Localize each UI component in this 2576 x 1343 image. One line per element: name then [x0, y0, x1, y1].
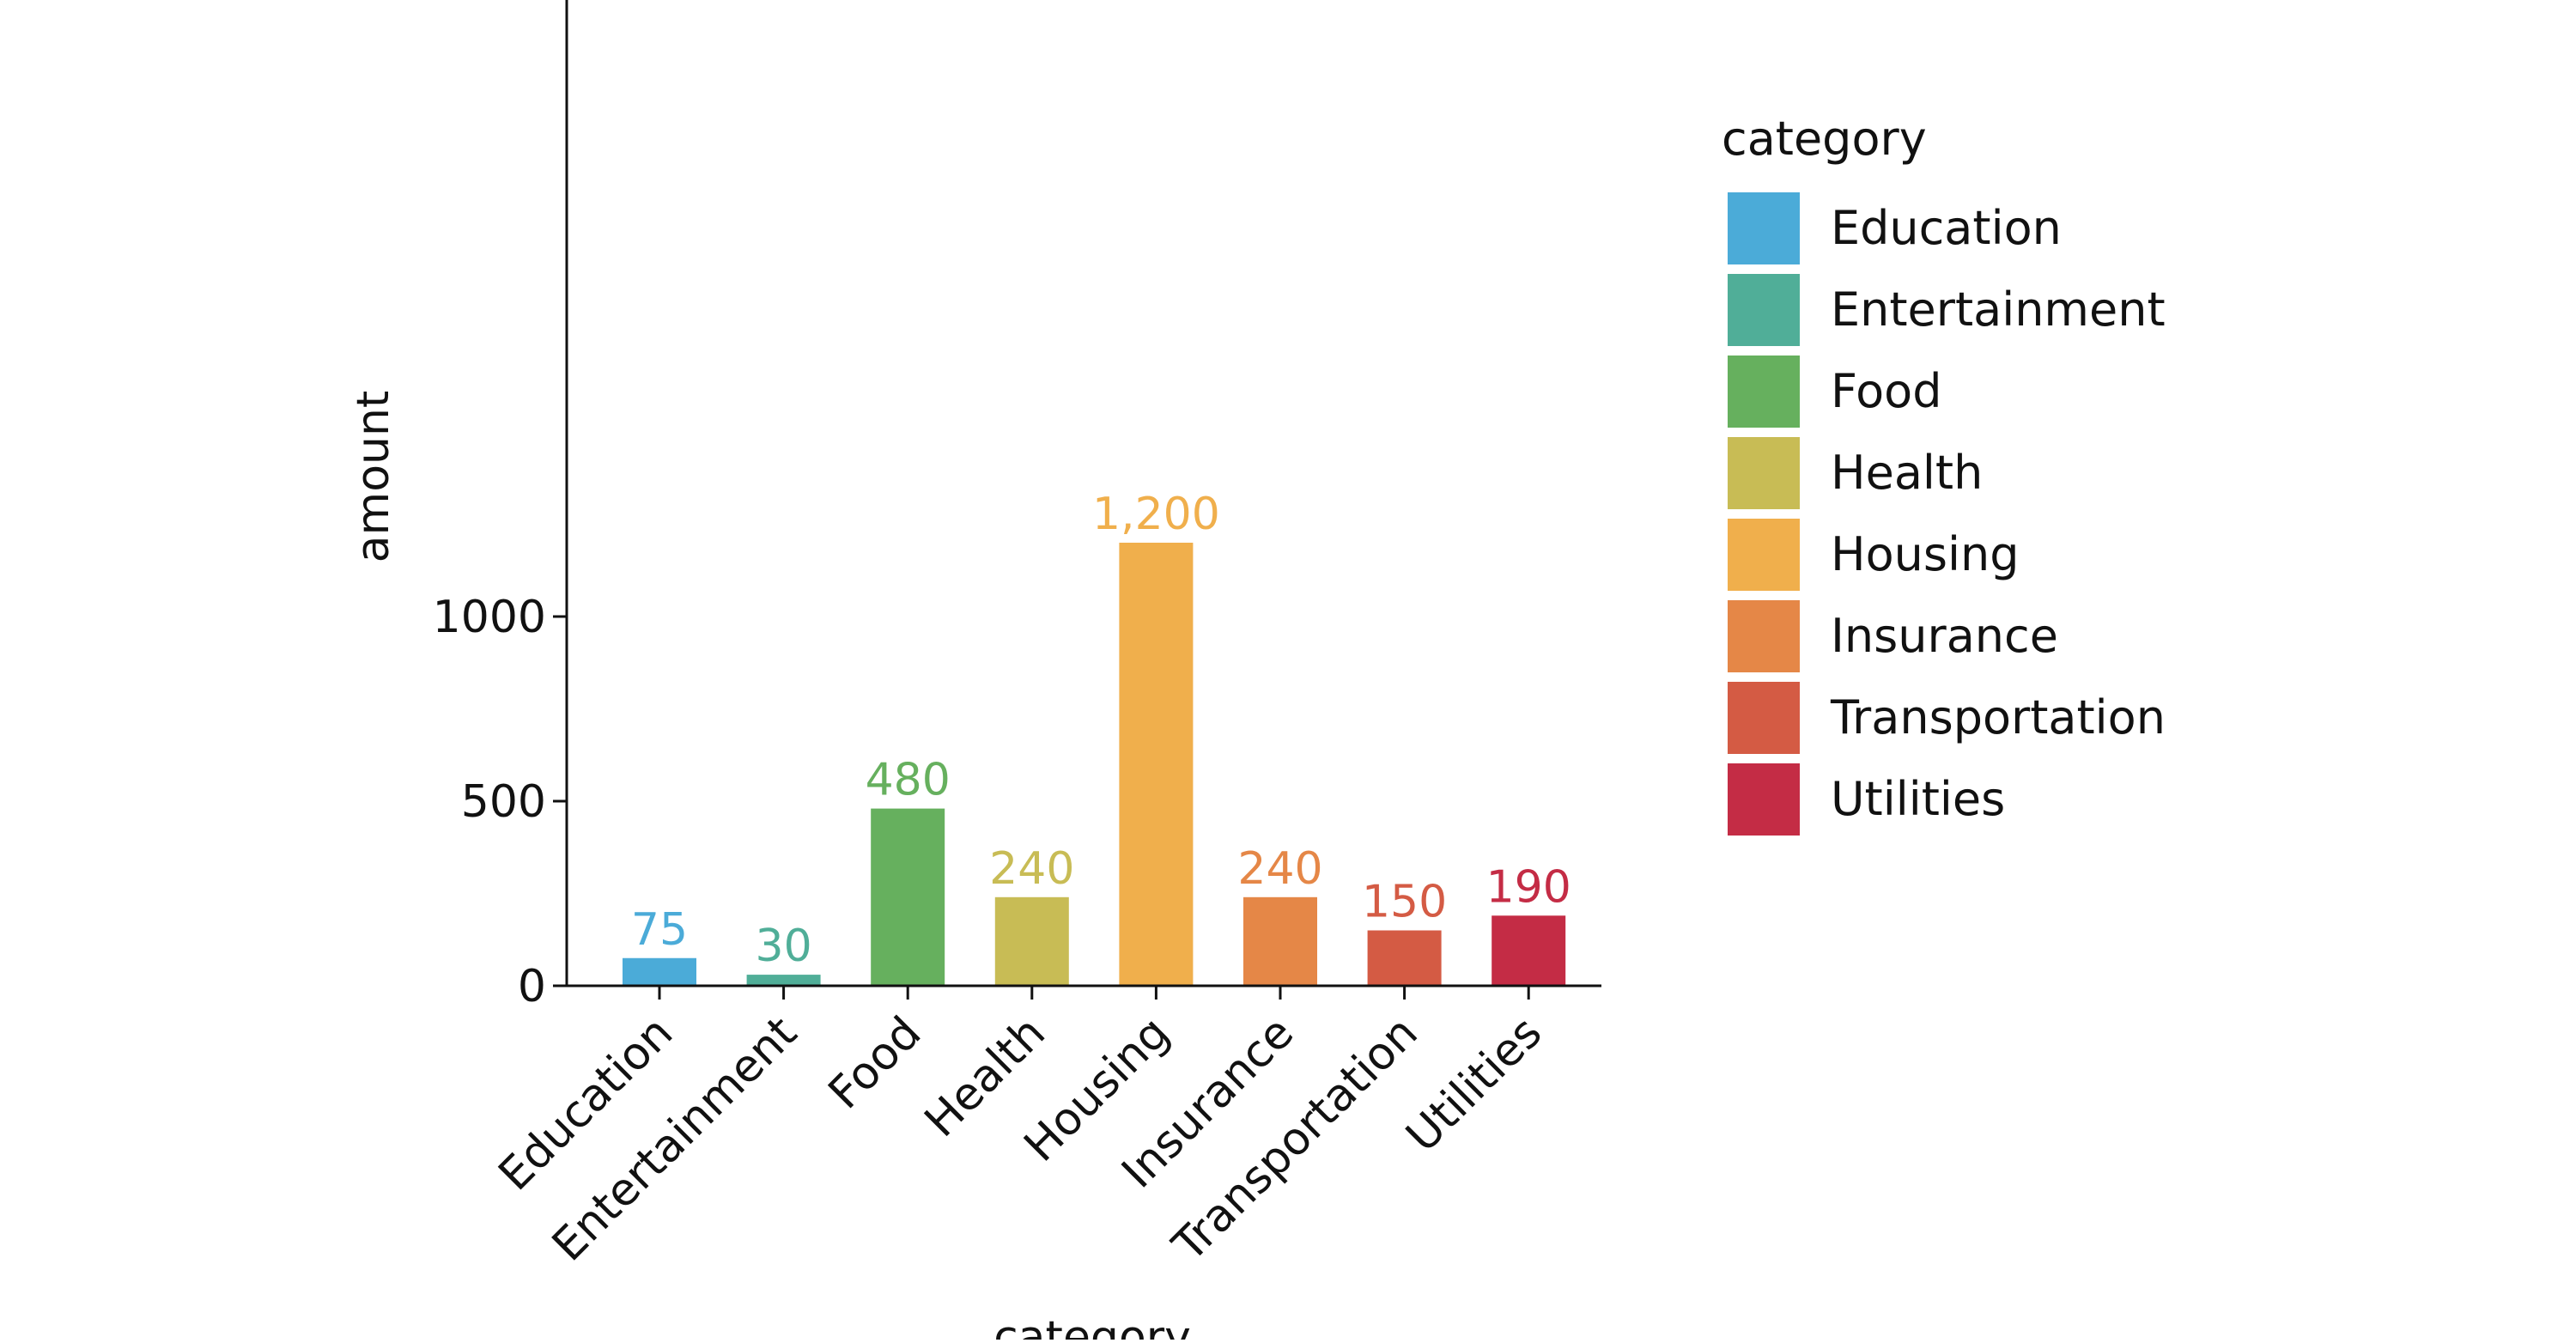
bar-food	[871, 808, 945, 986]
value-label-education: 75	[631, 904, 688, 956]
legend-title: category	[1722, 112, 1927, 166]
value-label-utilities: 190	[1486, 861, 1571, 913]
x-axis-label: category	[993, 1312, 1191, 1340]
legend-items: Education Entertainment Food Health Housing I…	[1728, 192, 2166, 836]
bar-health	[994, 896, 1069, 986]
legend-swatch-entertainment	[1728, 274, 1800, 346]
legend-label-entertainment: Entertainment	[1831, 283, 2166, 337]
legend-label-health: Health	[1831, 446, 1983, 500]
legend-label-education: Education	[1831, 201, 2062, 255]
legend-swatch-food	[1728, 356, 1800, 428]
value-labels-layer: 75 30 480 240 1,200 240 150 190	[631, 489, 1571, 972]
legend-swatch-housing	[1728, 519, 1800, 591]
bar-education	[623, 957, 696, 986]
bar-entertainment	[746, 975, 821, 986]
legend-swatch-health	[1728, 437, 1800, 509]
legend-swatch-transportation	[1728, 682, 1800, 754]
bars-layer	[623, 543, 1566, 986]
legend-swatch-utilities	[1728, 763, 1800, 836]
value-label-health: 240	[989, 843, 1074, 895]
x-tick-label-utilities: Utilities	[1397, 1007, 1552, 1163]
y-tick-label-0: 0	[518, 961, 546, 1012]
value-label-housing: 1,200	[1092, 489, 1220, 540]
legend-label-utilities: Utilities	[1831, 772, 2005, 826]
y-axis-label: amount	[348, 391, 399, 563]
y-tick-label-1000: 1000	[433, 592, 546, 643]
value-label-entertainment: 30	[756, 921, 812, 972]
legend-label-food: Food	[1831, 364, 1942, 418]
legend-swatch-education	[1728, 192, 1800, 264]
x-tick-label-food: Food	[819, 1007, 932, 1120]
y-tick-label-500: 500	[461, 776, 546, 828]
axes-layer	[565, 0, 1601, 988]
bar-housing	[1119, 543, 1194, 986]
value-label-insurance: 240	[1237, 843, 1322, 895]
value-label-transportation: 150	[1362, 877, 1447, 928]
value-label-food: 480	[866, 755, 951, 806]
bar-transportation	[1367, 930, 1442, 986]
legend-label-transportation: Transportation	[1830, 690, 2166, 744]
legend: category Education Entertainment Food Healt…	[1722, 112, 2166, 836]
bar-utilities	[1492, 915, 1566, 986]
legend-label-housing: Housing	[1831, 527, 2020, 581]
bar-insurance	[1243, 896, 1317, 986]
legend-swatch-insurance	[1728, 600, 1800, 672]
legend-label-insurance: Insurance	[1831, 609, 2058, 663]
